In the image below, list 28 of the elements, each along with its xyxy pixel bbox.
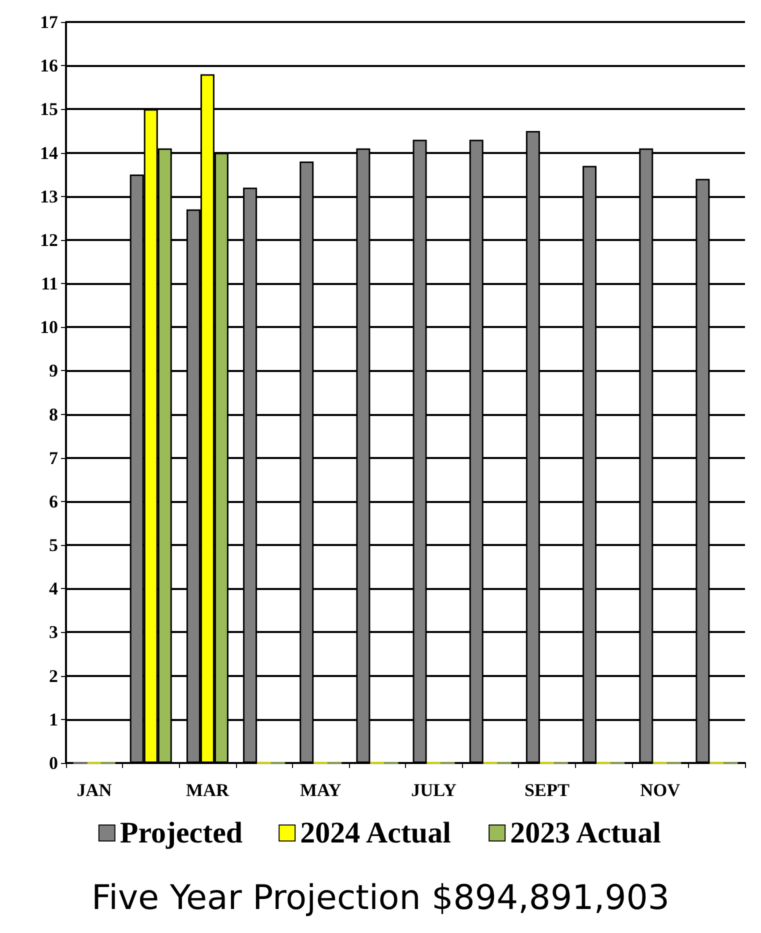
y-tick-label: 3	[49, 622, 58, 642]
legend-label: 2024 Actual	[300, 816, 451, 850]
x-tick-label: MAY	[300, 780, 342, 800]
y-tick-label: 7	[49, 448, 58, 468]
x-tick-label: NOV	[640, 780, 680, 800]
y-tick-label: 13	[40, 186, 58, 206]
y-tick-label: 10	[40, 317, 58, 338]
y-tick-label: 12	[40, 230, 58, 250]
y-tick-label: 6	[49, 491, 58, 512]
y-tick-label: 9	[49, 360, 58, 381]
y-tick-label: 17	[40, 12, 58, 32]
x-tick-label: SEPT	[524, 780, 570, 800]
x-tick-label: JAN	[76, 780, 112, 800]
x-tick-label: JULY	[411, 780, 456, 800]
y-tick-label: 8	[49, 404, 58, 424]
y-tick-label: 4	[49, 578, 58, 599]
y-tick-label: 16	[40, 56, 58, 76]
y-tick-label: 15	[40, 99, 58, 120]
y-tick-label: 2	[49, 666, 58, 686]
y-tick-label: 14	[40, 142, 58, 163]
y-tick-label: 11	[40, 274, 58, 294]
x-tick-label: MAR	[186, 780, 230, 800]
legend-label: Projected	[120, 816, 243, 850]
text: Five Year Projection $894,891,903	[91, 878, 670, 918]
y-tick-label: 1	[49, 709, 58, 730]
y-tick-label: 5	[49, 535, 58, 556]
legend-label: 2023 Actual	[510, 816, 661, 850]
y-tick-label: 0	[49, 753, 58, 773]
